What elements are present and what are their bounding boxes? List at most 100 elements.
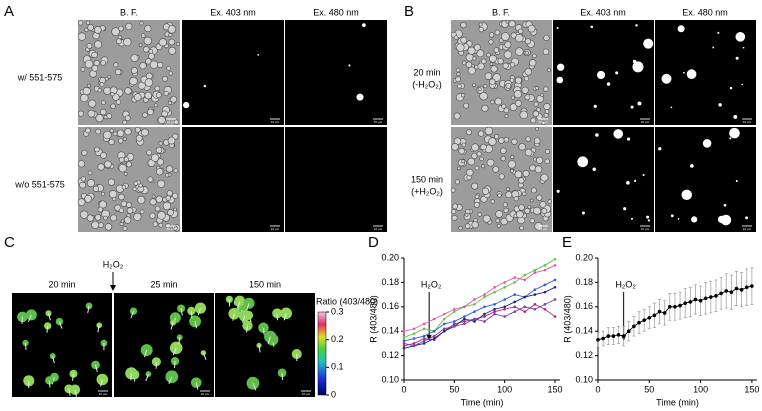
scale-bar-label: 10 µm: [743, 120, 752, 124]
cell: [114, 68, 122, 76]
data-point: [422, 339, 426, 343]
cell: [536, 194, 543, 201]
cell: [488, 54, 497, 63]
data-point: [673, 305, 677, 309]
cell: [465, 61, 473, 68]
y-tick-label: 0.16: [575, 301, 593, 311]
data-point: [652, 313, 657, 318]
cell: [479, 91, 488, 101]
spot: [723, 203, 727, 207]
data-point: [533, 293, 537, 296]
micrograph: 10 µm: [285, 127, 387, 232]
data-point: [473, 310, 476, 313]
data-point: [402, 342, 406, 345]
cell: [500, 155, 506, 162]
cell: [103, 130, 112, 140]
cell: [467, 66, 476, 75]
data-point: [724, 289, 729, 293]
x-tick-label: 100: [497, 384, 512, 394]
cell: [484, 72, 493, 80]
cell: [489, 32, 495, 38]
cell: [118, 207, 124, 214]
cell: [162, 201, 172, 211]
cell-tail: [170, 322, 174, 330]
cell: [122, 119, 128, 125]
micrograph: 10 µm: [655, 127, 756, 232]
spot: [670, 214, 674, 218]
cell: [518, 143, 526, 151]
cell: [123, 37, 132, 47]
panel-label: E: [562, 234, 572, 251]
cell: [170, 95, 177, 103]
cell: [466, 168, 474, 177]
colorbar: [317, 311, 327, 396]
cell: [510, 95, 515, 100]
cell: [144, 78, 154, 87]
cell-tail: [145, 373, 149, 382]
data-point: [412, 337, 416, 340]
cell: [143, 36, 153, 46]
cell: [166, 165, 174, 173]
data-point: [402, 336, 406, 339]
data-point: [739, 287, 744, 292]
cell: [173, 226, 178, 231]
cell: [84, 27, 89, 32]
data-point: [442, 327, 446, 331]
cell: [97, 163, 105, 171]
data-point: [402, 344, 406, 348]
cell: [132, 186, 137, 192]
x-tick-label: 150: [547, 384, 562, 394]
data-point: [473, 298, 476, 301]
cell: [547, 199, 552, 204]
cell: [100, 152, 107, 159]
cell: [494, 134, 500, 139]
data-point: [483, 305, 486, 309]
cell: [515, 47, 524, 56]
data-point: [402, 339, 406, 343]
micrograph: 10 µm: [77, 126, 181, 232]
image-bg: [182, 127, 284, 232]
cell: [473, 43, 481, 51]
cell: [527, 205, 532, 209]
cell: [540, 93, 544, 97]
data-point: [621, 334, 626, 338]
cell: [84, 59, 94, 69]
data-point: [442, 322, 446, 326]
data-point: [543, 268, 547, 272]
cell: [126, 207, 134, 214]
data-point: [453, 320, 456, 323]
cell: [139, 21, 144, 26]
cell: [472, 56, 477, 61]
cell: [533, 137, 541, 145]
cell-tail: [48, 313, 51, 321]
cell: [86, 214, 94, 222]
data-point: [523, 310, 527, 313]
colorbar-tick-label: 0.2: [331, 334, 344, 344]
cell: [124, 128, 132, 136]
cell: [97, 206, 104, 213]
data-point: [483, 320, 486, 323]
y-tick-label: 0.20: [381, 252, 399, 262]
column-label: B. F.: [120, 7, 138, 17]
data-point: [513, 281, 517, 284]
cell: [453, 112, 461, 120]
spot: [182, 101, 190, 109]
cell: [524, 94, 531, 101]
x-tick-label: 50: [644, 384, 654, 394]
cell: [166, 190, 173, 197]
cell: [534, 165, 543, 174]
scale-bar-label: 10 µm: [167, 120, 176, 124]
cell: [111, 27, 120, 36]
colorbar-title: Ratio (403/480): [316, 296, 378, 306]
cell: [481, 104, 489, 112]
data-point: [533, 303, 537, 306]
spot: [658, 147, 662, 151]
cell: [518, 177, 525, 184]
cell: [503, 50, 513, 59]
cell: [109, 190, 118, 199]
cell: [486, 158, 495, 167]
data-point: [493, 290, 496, 294]
scale-bar-label: 10 µm: [641, 120, 650, 124]
cell: [157, 211, 166, 220]
